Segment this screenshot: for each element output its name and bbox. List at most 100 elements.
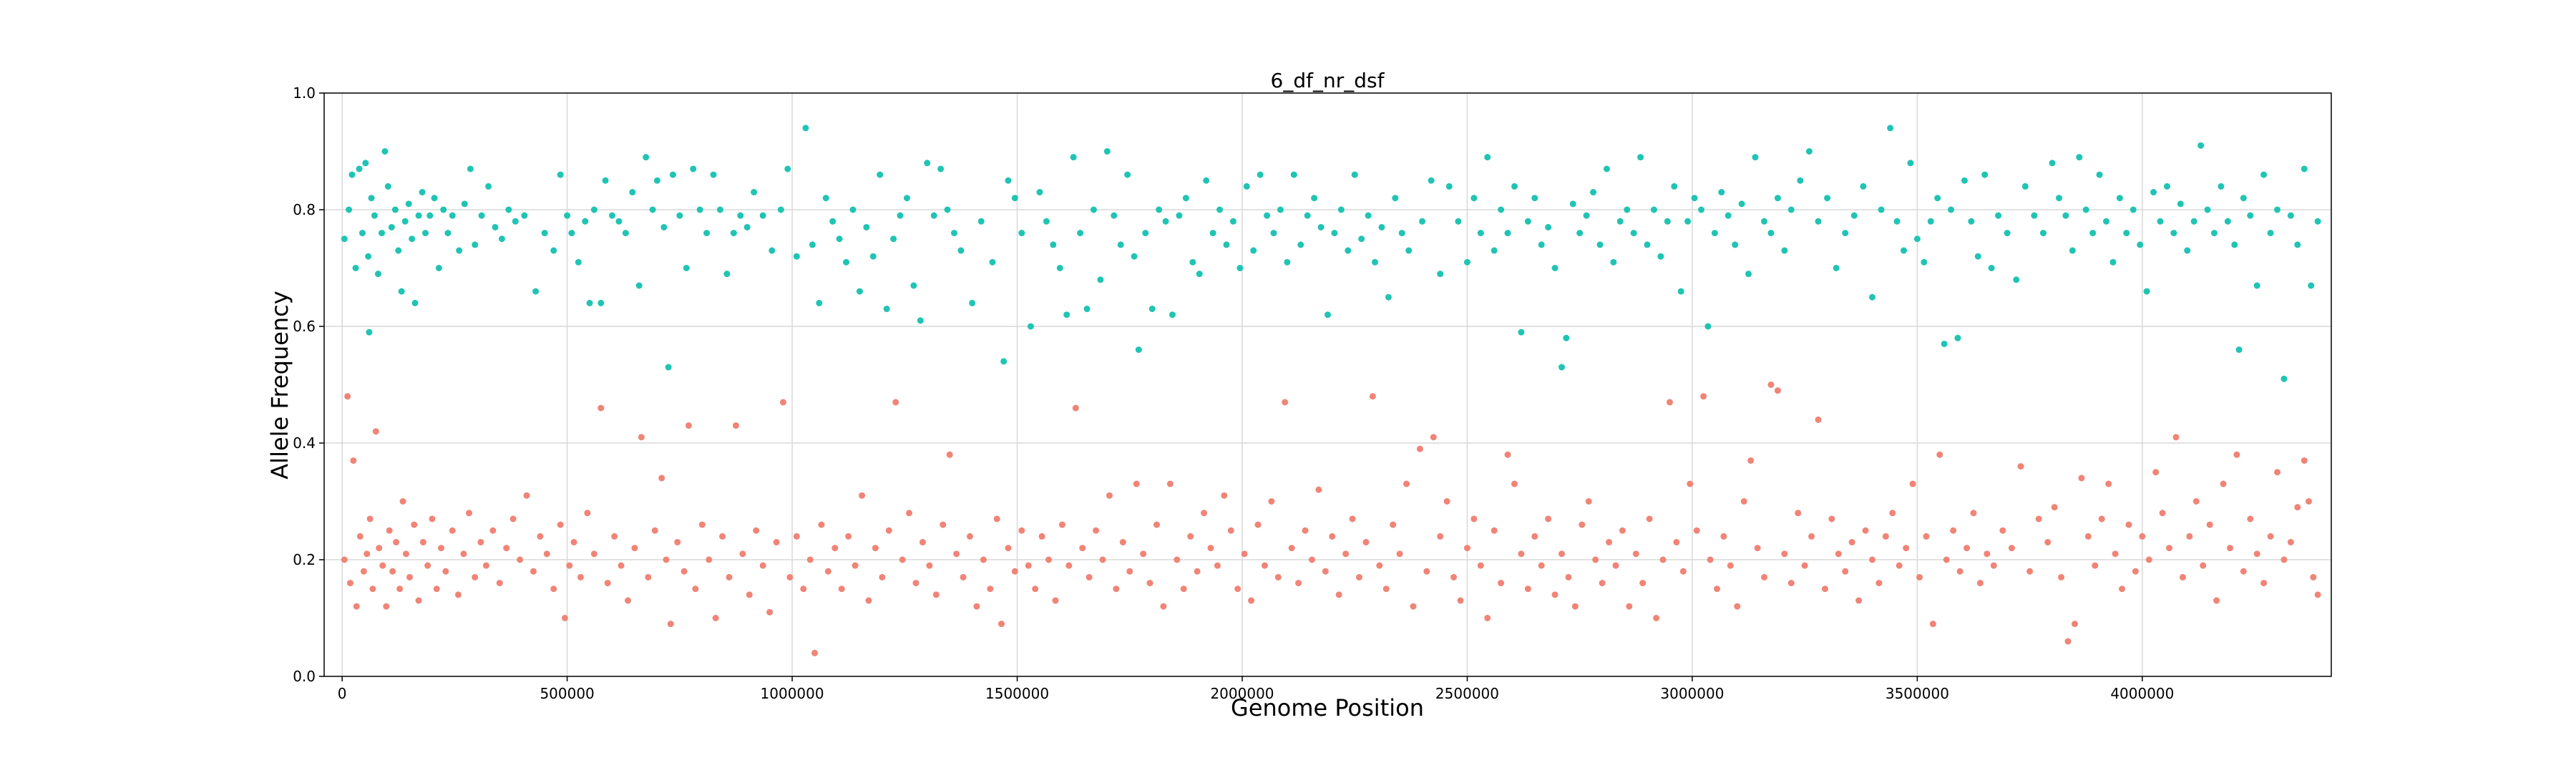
data-point [651, 527, 658, 534]
data-point [2233, 451, 2240, 458]
data-point [759, 562, 766, 569]
data-point [2280, 556, 2288, 563]
data-point [1119, 539, 1126, 546]
data-point [383, 603, 390, 610]
data-point [433, 585, 440, 593]
series-1 [341, 125, 2321, 382]
data-point [365, 253, 372, 260]
data-point [419, 539, 426, 546]
data-point [2078, 475, 2085, 482]
data-point [2096, 171, 2103, 178]
data-point [1646, 515, 1653, 522]
data-point [391, 206, 399, 213]
data-point [822, 195, 829, 202]
data-point [1934, 195, 1941, 202]
data-point [1990, 562, 1997, 569]
data-point [863, 223, 870, 230]
data-point [2166, 545, 2173, 552]
data-point [1491, 527, 1498, 534]
data-point [478, 212, 485, 219]
data-point [615, 218, 623, 225]
data-point [777, 206, 784, 213]
data-point [396, 585, 404, 593]
data-point [1250, 247, 1257, 254]
data-point [1382, 585, 1390, 593]
data-point [2287, 212, 2294, 219]
data-point [899, 556, 906, 563]
data-point [872, 545, 879, 552]
x-tick-label: 500000 [540, 685, 594, 702]
data-point [1585, 498, 1592, 505]
data-point [1833, 265, 1840, 271]
data-point [1637, 154, 1644, 161]
data-point [960, 573, 967, 580]
data-point [1551, 591, 1558, 598]
data-point [1358, 235, 1365, 243]
data-point [419, 189, 426, 196]
data-point [1214, 562, 1221, 569]
data-point [649, 206, 656, 213]
data-point [523, 492, 530, 499]
data-point [930, 212, 937, 219]
data-point [537, 533, 544, 540]
data-point [1065, 562, 1073, 569]
data-point [737, 212, 744, 219]
data-point [1639, 580, 1646, 587]
data-point [957, 247, 965, 254]
data-point [937, 165, 945, 172]
data-point [1018, 527, 1025, 534]
data-point [1070, 154, 1077, 161]
data-point [953, 550, 960, 558]
data-point [1378, 223, 1385, 230]
data-point [505, 206, 512, 213]
data-point [1558, 364, 1566, 371]
data-point [1282, 399, 1289, 406]
data-point [1216, 206, 1224, 213]
data-point [1524, 585, 1531, 593]
data-point [1787, 206, 1795, 213]
data-point [1850, 212, 1858, 219]
data-point [766, 608, 774, 616]
data-point [838, 585, 845, 593]
data-point [856, 288, 863, 295]
data-point [2098, 515, 2105, 522]
data-point [1351, 171, 1358, 178]
data-point [946, 451, 953, 458]
data-point [426, 212, 434, 219]
data-point [1545, 515, 1552, 522]
data-point [897, 212, 904, 219]
data-point [1392, 195, 1399, 202]
data-point [2260, 171, 2268, 178]
data-point [716, 206, 723, 213]
data-point [1754, 545, 1761, 552]
data-point [1243, 183, 1250, 190]
data-point [989, 258, 996, 266]
data-point [940, 521, 947, 528]
data-point [1201, 510, 1208, 517]
data-point [683, 265, 690, 271]
data-point [604, 580, 611, 587]
data-point [1801, 562, 1808, 569]
data-point [381, 148, 389, 155]
data-point [2062, 212, 2069, 219]
data-point [350, 457, 357, 464]
data-point [1988, 265, 1995, 271]
data-point [879, 573, 886, 580]
data-point [1052, 597, 1059, 604]
data-point [1187, 533, 1194, 540]
data-point [1903, 545, 1910, 552]
data-point [816, 299, 823, 306]
data-point [2049, 160, 2056, 167]
data-point [2119, 585, 2126, 593]
data-point [379, 562, 386, 569]
data-point [2192, 498, 2200, 505]
data-point [1828, 515, 1835, 522]
data-point [1133, 480, 1140, 487]
data-point [2105, 480, 2112, 487]
data-point [577, 573, 584, 580]
data-point [2089, 230, 2097, 237]
data-point [341, 556, 348, 563]
data-point [2004, 230, 2011, 237]
data-point [1524, 218, 1531, 225]
data-point [386, 527, 393, 534]
